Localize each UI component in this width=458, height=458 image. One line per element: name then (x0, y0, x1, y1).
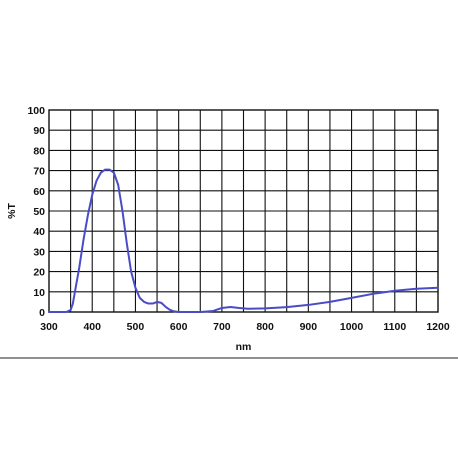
x-tick-label: 1100 (383, 321, 406, 333)
y-tick-label: 10 (33, 287, 45, 299)
y-tick-label: 90 (33, 125, 45, 137)
y-tick-label: 60 (33, 186, 45, 198)
x-tick-label: 1200 (426, 321, 450, 333)
series-layer (48, 168, 439, 313)
x-tick-label: 800 (256, 321, 274, 333)
y-tick-label: 0 (39, 307, 45, 319)
y-tick-label: 20 (33, 267, 45, 279)
transmission-curve (48, 168, 439, 313)
y-tick-label: 40 (33, 226, 45, 238)
x-axis-title: nm (236, 341, 252, 353)
grid (49, 110, 438, 312)
x-tick-label: 700 (213, 321, 231, 333)
plot-area-frame (48, 109, 439, 313)
x-tick-labels: 300 400 500 600 700 800 900 1000 1100 1200 (40, 321, 450, 333)
y-tick-label: 70 (33, 166, 45, 178)
y-tick-label: 30 (33, 246, 45, 258)
y-tick-label: 80 (33, 145, 45, 157)
y-tick-label: 100 (27, 105, 45, 117)
y-tick-labels: 0 10 20 30 40 50 60 70 80 90 100 (27, 105, 45, 319)
x-tick-label: 1000 (340, 321, 364, 333)
y-tick-label: 50 (33, 206, 45, 218)
x-tick-label: 900 (300, 321, 318, 333)
x-tick-label: 600 (170, 321, 188, 333)
x-tick-label: 500 (127, 321, 145, 333)
x-tick-label: 300 (40, 321, 58, 333)
x-tick-label: 400 (83, 321, 101, 333)
y-axis-title: %T (6, 203, 18, 219)
